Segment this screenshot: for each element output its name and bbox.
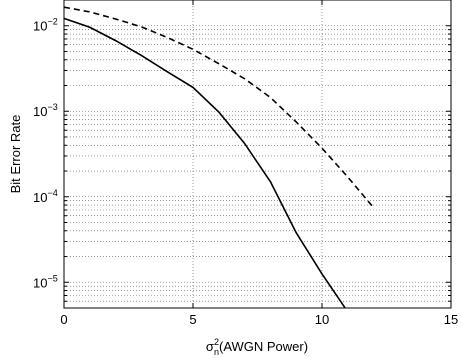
- y-tick-label: 10−2: [33, 17, 58, 34]
- series-line-dashed: [64, 6, 375, 209]
- y-tick-label-exponent: −3: [47, 102, 57, 112]
- x-tick-labels: 0 5 10 15: [60, 312, 458, 327]
- y-tick-label-exponent: −5: [47, 273, 57, 283]
- grid: [64, 0, 451, 309]
- plot-frame: [63, 0, 452, 309]
- y-tick-label: 10−3: [33, 102, 58, 119]
- y-tick-labels: 10−510−410−310−2: [33, 17, 58, 291]
- y-tick-label-exponent: −2: [47, 17, 57, 27]
- x-axis-label-sup: 2: [214, 337, 219, 347]
- x-axis-label-base: σ: [206, 339, 214, 354]
- ticks: [63, 0, 452, 309]
- y-tick-label-base: 10: [33, 275, 47, 290]
- series-line-solid: [64, 17, 347, 308]
- x-axis-label-rest: (AWGN Power): [219, 339, 308, 354]
- x-tick-label: 10: [315, 312, 329, 327]
- y-tick-label-base: 10: [33, 19, 47, 34]
- x-axis-label: σ2 n(AWGN Power): [206, 337, 308, 357]
- plot-background: [64, 0, 451, 308]
- y-tick-label-base: 10: [33, 190, 47, 205]
- y-tick-label-base: 10: [33, 104, 47, 119]
- y-tick-label-exponent: −4: [47, 188, 57, 198]
- y-tick-label: 10−5: [33, 273, 58, 290]
- y-axis-label: Bit Error Rate: [8, 115, 23, 194]
- x-tick-label: 15: [444, 312, 458, 327]
- x-tick-label: 5: [189, 312, 196, 327]
- y-tick-label: 10−4: [33, 188, 58, 205]
- x-tick-label: 0: [60, 312, 67, 327]
- x-axis-label-sub: n: [214, 347, 219, 357]
- series-group: [64, 6, 375, 308]
